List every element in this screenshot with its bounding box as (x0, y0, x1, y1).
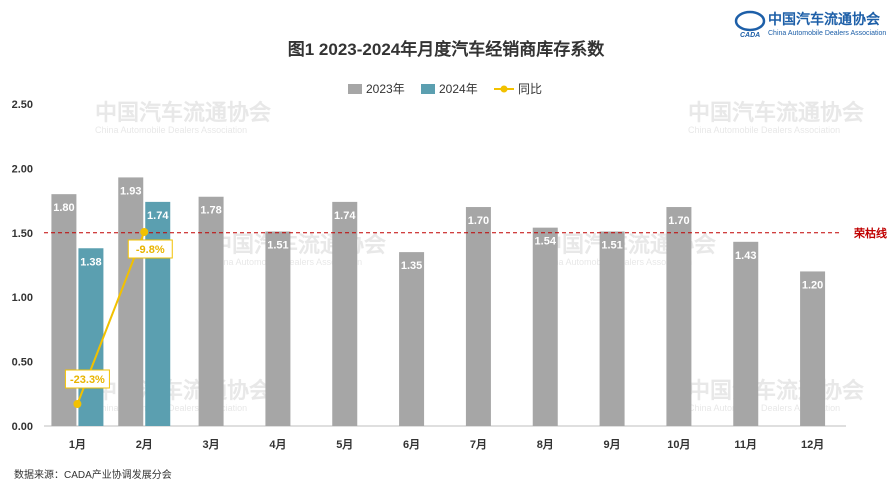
bar-label-2023: 1.70 (468, 215, 489, 227)
reference-line: 荣枯线 (44, 226, 887, 240)
x-tick-label: 3月 (203, 438, 220, 451)
x-tick-label: 10月 (667, 438, 690, 451)
source-note: 数据来源：CADA产业协调发展分会 (14, 468, 172, 481)
x-tick-label: 1月 (69, 438, 86, 451)
x-tick-label: 8月 (537, 438, 554, 451)
x-tick-label: 4月 (269, 438, 286, 451)
watermark-2-en: China Automobile Dealers Association (688, 125, 840, 135)
watermark-2-cn: 中国汽车流通协会 (688, 100, 864, 125)
watermark-6-en: China Automobile Dealers Association (688, 403, 840, 413)
bars: 1.80 1.38 1.93 1.74 1.78 1.51 1.74 1.35 1.70 1.54… (51, 177, 826, 426)
cada-logo: CADA 中国汽车流通协会 China Automobile Dealers A… (734, 10, 886, 39)
watermark-1-en: China Automobile Dealers Association (95, 125, 247, 135)
bar-2023 (666, 207, 692, 426)
watermark-1-cn: 中国汽车流通协会 (95, 100, 271, 125)
x-tick-label: 5月 (336, 438, 353, 451)
bar-label-2023: 1.35 (401, 260, 422, 272)
x-tick-label: 2月 (136, 438, 153, 451)
yoy-label-box (64, 369, 110, 389)
yoy-label-box (127, 239, 173, 259)
bar-label-2023: 1.51 (601, 240, 622, 252)
logo-en: China Automobile Dealers Association (768, 30, 886, 37)
y-tick-label: 1.00 (12, 292, 33, 304)
x-tick-label: 11月 (734, 438, 757, 451)
bar-2023 (265, 231, 291, 426)
bar-label-2023: 1.78 (200, 205, 221, 217)
bar-label-2024: 1.38 (80, 256, 101, 268)
y-tick-label: 2.50 (12, 99, 33, 111)
yoy-label: -23.3% (70, 374, 105, 386)
legend: 2023年 2024年 同比 (348, 82, 542, 96)
bar-2024 (78, 248, 104, 426)
x-tick-label: 7月 (470, 438, 487, 451)
y-tick-label: 0.00 (12, 421, 33, 433)
watermark-6-cn: 中国汽车流通协会 (688, 378, 864, 403)
y-tick-label: 0.50 (12, 357, 33, 369)
bar-2024 (145, 201, 171, 426)
legend-label-yoy: 同比 (518, 82, 542, 96)
watermark-3-cn: 中国汽车流通协会 (210, 232, 386, 257)
bar-2023 (118, 177, 144, 426)
x-axis: 1月 2月 3月 4月 5月 6月 7月 8月 9月 10月 11月 12月 (69, 438, 824, 451)
bar-2023 (733, 241, 759, 426)
bar-label-2023: 1.93 (120, 185, 141, 197)
reference-line-label: 荣枯线 (853, 226, 887, 240)
bar-label-2023: 1.80 (53, 202, 74, 214)
yoy-point (73, 400, 82, 408)
bar-2023 (51, 194, 77, 426)
legend-label-2023: 2023年 (366, 82, 405, 96)
legend-swatch-2024 (421, 84, 435, 94)
bar-2023 (532, 227, 558, 426)
yoy-line-series: -23.3% -9.8% (64, 228, 173, 408)
x-tick-label: 9月 (604, 438, 621, 451)
legend-swatch-2023 (348, 84, 362, 94)
logo-ring-icon (734, 10, 766, 32)
bar-label-2024: 1.74 (147, 210, 169, 222)
bar-label-2023: 1.20 (802, 279, 823, 291)
bar-label-2023: 1.51 (267, 240, 288, 252)
watermark-5-en: China Automobile Dealers Association (95, 403, 247, 413)
bar-2023 (198, 196, 224, 426)
bar-2023 (332, 201, 358, 426)
legend-label-2024: 2024年 (439, 82, 478, 96)
y-axis: 0.00 0.50 1.00 1.50 2.00 2.50 (12, 99, 33, 433)
yoy-point (140, 228, 149, 236)
bar-2023 (800, 271, 826, 426)
y-tick-label: 1.50 (12, 228, 33, 240)
bar-label-2023: 1.43 (735, 250, 756, 262)
legend-swatch-yoy-dot (500, 85, 508, 93)
logo-cn: 中国汽车流通协会 (768, 11, 881, 27)
bar-2023 (465, 207, 491, 426)
x-tick-label: 12月 (801, 438, 824, 451)
logo-mark: CADA (740, 32, 760, 39)
yoy-label: -9.8% (136, 244, 165, 256)
bar-label-2023: 1.54 (535, 236, 557, 248)
chart-title: 图1 2023-2024年月度汽车经销商库存系数 (288, 39, 605, 59)
y-tick-label: 2.00 (12, 163, 33, 175)
x-tick-label: 6月 (403, 438, 420, 451)
bar-2023 (599, 231, 625, 426)
bar-label-2023: 1.74 (334, 210, 356, 222)
bar-2023 (399, 252, 425, 426)
bar-label-2023: 1.70 (668, 215, 689, 227)
